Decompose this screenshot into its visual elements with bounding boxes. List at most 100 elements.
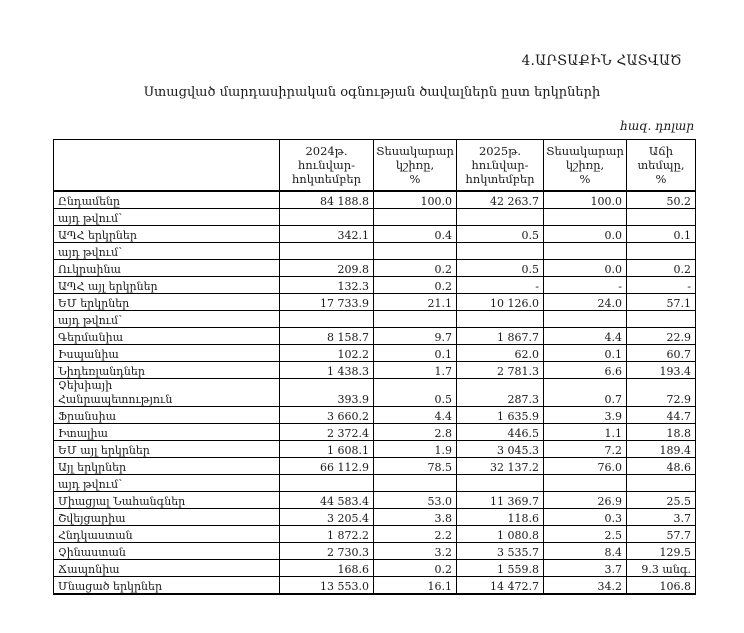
value-cell: 1 872.2 [279, 525, 374, 543]
value-cell: 1 080.8 [456, 525, 544, 543]
table-row: Նիդեռլանդներ 1 438.3 1.7 2 781.3 6.6 193.4 [53, 361, 696, 379]
value-cell: 57.7 [626, 525, 696, 543]
value-cell: 168.6 [279, 559, 374, 577]
value-cell: 0.0 [543, 225, 627, 243]
value-cell: 42 263.7 [456, 190, 544, 209]
value-cell [543, 208, 627, 226]
value-cell: 50.2 [626, 190, 696, 209]
value-cell: 3.7 [626, 508, 696, 526]
value-cell: 0.1 [543, 344, 627, 362]
column-header-2: Տեսակարար կշիռը, % [373, 139, 457, 192]
value-cell: 2 372.4 [279, 423, 374, 441]
value-cell: 0.2 [626, 259, 696, 277]
value-cell [456, 474, 544, 492]
table-row: Ընդամենը 84 188.8 100.0 42 263.7 100.0 50.2 [53, 190, 696, 209]
value-cell: 2 730.3 [279, 542, 374, 560]
value-cell [543, 242, 627, 260]
value-cell [543, 474, 627, 492]
value-cell: 13 553.0 [279, 576, 374, 595]
value-cell: 8.4 [543, 542, 627, 560]
page-title: Ստացված մարդասիրական օգնության ծավալներն… [143, 85, 601, 100]
row-label-cell: այդ թվում՝ [53, 474, 280, 492]
row-label-cell: ԵՄ այլ երկրներ [53, 440, 280, 458]
value-cell: 7.2 [543, 440, 627, 458]
value-cell: 78.5 [373, 457, 457, 475]
value-cell: 132.3 [279, 276, 374, 294]
value-cell: 3 660.2 [279, 406, 374, 424]
value-cell [373, 310, 457, 328]
row-label-cell: այդ թվում՝ [53, 208, 280, 226]
value-cell: 193.4 [626, 361, 696, 379]
value-cell: 1 608.1 [279, 440, 374, 458]
value-cell [279, 242, 374, 260]
value-cell [279, 208, 374, 226]
value-cell: 1.9 [373, 440, 457, 458]
table-header: 2024թ. հունվար- հոկտեմբեր Տեսակարար կշիռը… [53, 139, 696, 192]
row-label-cell: Ճապոնիա [53, 559, 280, 577]
value-cell: 8 158.7 [279, 327, 374, 345]
value-cell: 84 188.8 [279, 190, 374, 209]
value-cell: 1 635.9 [456, 406, 544, 424]
table-row: Իսպանիա 102.2 0.1 62.0 0.1 60.7 [53, 344, 696, 362]
value-cell: 1 867.7 [456, 327, 544, 345]
value-cell: 25.5 [626, 491, 696, 509]
value-cell: 1 559.8 [456, 559, 544, 577]
value-cell [543, 310, 627, 328]
value-cell [626, 310, 696, 328]
value-cell: 3.2 [373, 542, 457, 560]
value-cell: 393.9 [279, 378, 374, 407]
value-cell: 129.5 [626, 542, 696, 560]
row-label-cell: Նիդեռլանդներ [53, 361, 280, 379]
value-cell: 102.2 [279, 344, 374, 362]
row-label-cell: Այլ երկրներ [53, 457, 280, 475]
value-cell [626, 242, 696, 260]
table-row: այդ թվում՝ [53, 474, 696, 492]
value-cell: 100.0 [543, 190, 627, 209]
value-cell: 106.8 [626, 576, 696, 595]
value-cell: 22.9 [626, 327, 696, 345]
value-cell: 1 438.3 [279, 361, 374, 379]
row-label-cell: Միացյալ Նահանգներ [53, 491, 280, 509]
value-cell: 2.5 [543, 525, 627, 543]
table-row: Այլ երկրներ 66 112.9 78.5 32 137.2 76.0 48.6 [53, 457, 696, 475]
table-row: Ճապոնիա 168.6 0.2 1 559.8 3.7 9.3 անգ. [53, 559, 696, 577]
value-cell: 6.6 [543, 361, 627, 379]
column-header-3: 2025թ. հունվար- հոկտեմբեր [456, 139, 544, 192]
value-cell: 0.1 [373, 344, 457, 362]
value-cell: 3 535.7 [456, 542, 544, 560]
value-cell: 17 733.9 [279, 293, 374, 311]
value-cell: 2 781.3 [456, 361, 544, 379]
value-cell: 44 583.4 [279, 491, 374, 509]
value-cell: 0.7 [543, 378, 627, 407]
table-row: այդ թվում՝ [53, 208, 696, 226]
value-cell [456, 208, 544, 226]
table-row: Չինաստան 2 730.3 3.2 3 535.7 8.4 129.5 [53, 542, 696, 560]
value-cell: 3.9 [543, 406, 627, 424]
table-row: այդ թվում՝ [53, 310, 696, 328]
value-cell [626, 208, 696, 226]
value-cell: 26.9 [543, 491, 627, 509]
table-row: Միացյալ Նահանգներ 44 583.4 53.0 11 369.7 26.… [53, 491, 696, 509]
value-cell: 62.0 [456, 344, 544, 362]
table-row: Հնդկաստան 1 872.2 2.2 1 080.8 2.5 57.7 [53, 525, 696, 543]
value-cell: 2.2 [373, 525, 457, 543]
value-cell: 53.0 [373, 491, 457, 509]
value-cell: 0.2 [373, 259, 457, 277]
table-row: ԱՊՀ երկրներ 342.1 0.4 0.5 0.0 0.1 [53, 225, 696, 243]
value-cell: 209.8 [279, 259, 374, 277]
header-row: 2024թ. հունվար- հոկտեմբեր Տեսակարար կշիռը… [53, 139, 696, 192]
column-header-1: 2024թ. հունվար- հոկտեմբեր [279, 139, 374, 192]
table-row: Չեխիայի Հանրապետություն 393.9 0.5 287.3 0.7 7… [53, 378, 696, 407]
value-cell: - [543, 276, 627, 294]
value-cell: 57.1 [626, 293, 696, 311]
value-cell: 4.4 [373, 406, 457, 424]
table-row: ԵՄ երկրներ 17 733.9 21.1 10 126.0 24.0 57.1 [53, 293, 696, 311]
table-row: այդ թվում՝ [53, 242, 696, 260]
value-cell [373, 208, 457, 226]
value-cell [626, 474, 696, 492]
table-row: Ուկրաինա 209.8 0.2 0.5 0.0 0.2 [53, 259, 696, 277]
table-row: Իտալիա 2 372.4 2.8 446.5 1.1 18.8 [53, 423, 696, 441]
value-cell: 18.8 [626, 423, 696, 441]
value-cell [373, 242, 457, 260]
